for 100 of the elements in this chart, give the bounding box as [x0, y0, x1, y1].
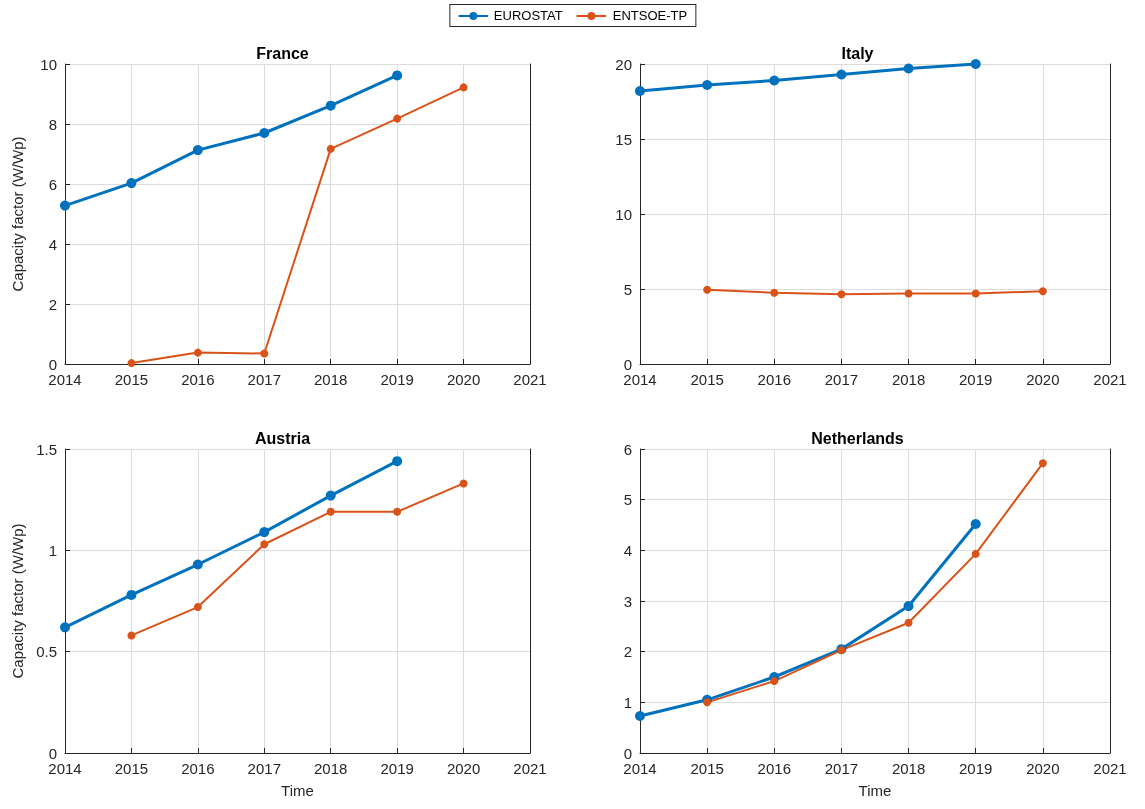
- x-tick-label: 2015: [114, 371, 149, 388]
- y-tick-label: 0: [48, 355, 57, 373]
- x-tick-label: 2020: [1026, 371, 1060, 388]
- y-axis-title: Capacity factor (W/Wp): [9, 136, 26, 292]
- point: [325, 490, 336, 501]
- point: [459, 479, 468, 488]
- x-tick-label: 2021: [1093, 371, 1127, 388]
- point: [770, 288, 779, 297]
- point: [970, 59, 981, 69]
- y-tick-label: 2: [623, 643, 632, 661]
- point: [260, 349, 269, 358]
- point: [769, 75, 780, 86]
- point: [393, 507, 402, 516]
- y-tick-label: 2: [48, 295, 57, 313]
- x-tick-label: 2014: [623, 760, 657, 777]
- y-tick-label: 4: [623, 541, 632, 559]
- point: [325, 100, 336, 111]
- x-tick-label: 2019: [959, 371, 993, 388]
- point: [635, 86, 645, 96]
- x-tick-label: 2015: [690, 371, 724, 388]
- y-tick-label: 10: [40, 55, 57, 73]
- x-tick-label: 2018: [314, 371, 348, 388]
- x-tick-label: 2017: [824, 371, 859, 388]
- y-tick-label: 1: [623, 693, 632, 711]
- point: [259, 527, 270, 538]
- point: [971, 289, 980, 298]
- y-tick-label: 1: [48, 541, 57, 559]
- point: [326, 507, 335, 516]
- point: [392, 70, 403, 81]
- y-axis-title: Capacity factor (W/Wp): [9, 523, 26, 679]
- x-tick-label: 2021: [513, 760, 547, 777]
- point: [126, 589, 137, 600]
- y-tick-label: 4: [48, 235, 57, 253]
- x-tick-label: 2016: [181, 760, 215, 777]
- legend-label: EUROSTAT: [493, 8, 563, 23]
- point: [127, 359, 136, 368]
- x-tick-label: 2020: [446, 371, 481, 388]
- y-tick-label: 1.5: [36, 440, 57, 458]
- point: [193, 603, 202, 612]
- point: [127, 631, 136, 640]
- y-tick-label: 5: [623, 280, 632, 298]
- chart-title: Austria: [254, 429, 311, 447]
- x-axis-title: Time: [858, 782, 892, 799]
- y-tick-label: 15: [615, 130, 632, 148]
- point: [1038, 287, 1047, 296]
- y-tick-label: 20: [615, 55, 632, 73]
- point: [702, 80, 713, 90]
- y-tick-label: 0.5: [36, 643, 57, 661]
- point: [903, 63, 914, 74]
- x-axis-title: Time: [281, 782, 314, 799]
- point: [392, 456, 403, 467]
- x-tick-label: 2019: [959, 760, 993, 777]
- point: [770, 677, 779, 686]
- x-tick-label: 2015: [114, 760, 149, 777]
- x-tick-label: 2021: [513, 371, 547, 388]
- x-tick-label: 2014: [623, 371, 657, 388]
- x-tick-label: 2018: [891, 371, 926, 388]
- point: [192, 145, 203, 156]
- chart-title: France: [256, 44, 309, 62]
- point: [635, 711, 645, 722]
- point: [837, 290, 846, 299]
- point: [970, 518, 981, 529]
- point: [904, 618, 913, 627]
- x-tick-label: 2018: [314, 760, 348, 777]
- legend-label: ENTSOE-TP: [612, 8, 688, 23]
- y-tick-label: 0: [623, 355, 632, 373]
- point: [703, 698, 712, 707]
- point: [193, 348, 202, 357]
- point: [1038, 459, 1047, 468]
- x-tick-label: 2016: [757, 760, 791, 777]
- x-tick-label: 2020: [1026, 760, 1060, 777]
- y-tick-label: 0: [48, 744, 57, 762]
- point: [192, 559, 203, 570]
- point: [393, 114, 402, 123]
- x-tick-label: 2020: [446, 760, 481, 777]
- y-tick-label: 3: [623, 592, 632, 610]
- point: [260, 540, 269, 549]
- x-tick-label: 2014: [48, 760, 82, 777]
- point: [60, 200, 70, 211]
- point: [60, 622, 70, 633]
- x-tick-label: 2019: [380, 371, 414, 388]
- x-tick-label: 2021: [1093, 760, 1127, 777]
- x-tick-label: 2016: [181, 371, 215, 388]
- x-tick-label: 2014: [48, 371, 82, 388]
- y-tick-label: 5: [623, 491, 632, 509]
- y-tick-label: 0: [623, 744, 632, 762]
- point: [971, 549, 980, 558]
- point: [836, 69, 847, 80]
- y-tick-label: 6: [48, 175, 57, 193]
- y-tick-label: 8: [48, 115, 57, 133]
- point: [904, 289, 913, 298]
- y-tick-label: 10: [615, 205, 632, 223]
- chart-title: Netherlands: [811, 429, 904, 447]
- x-tick-label: 2017: [247, 371, 281, 388]
- point: [126, 178, 137, 189]
- point: [903, 601, 914, 612]
- x-tick-label: 2019: [380, 760, 414, 777]
- y-tick-label: 6: [623, 440, 632, 458]
- point: [459, 83, 468, 92]
- point: [703, 285, 712, 294]
